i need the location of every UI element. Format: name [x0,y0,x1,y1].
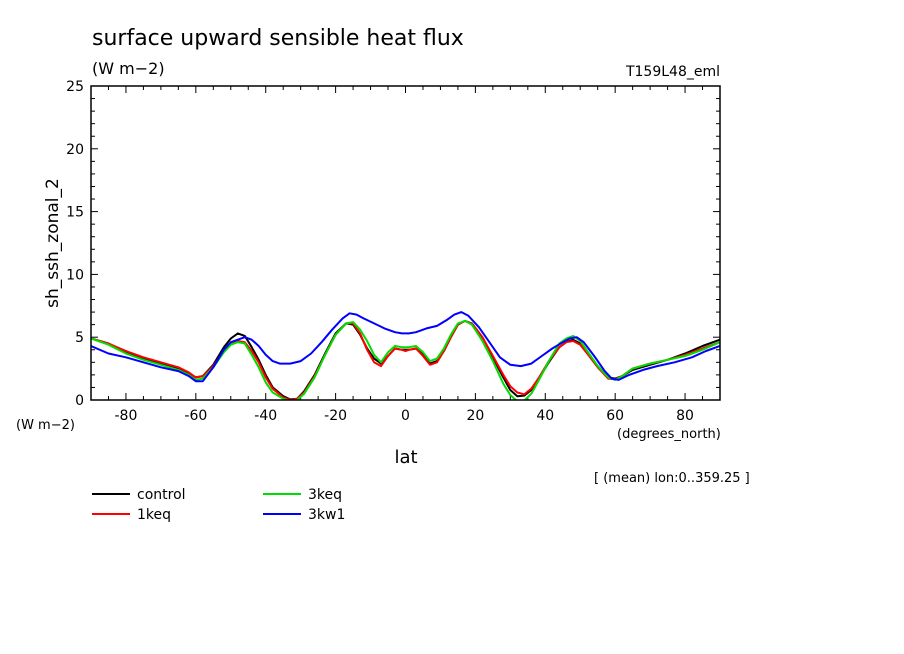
legend-label-3keq: 3keq [308,487,342,503]
x-tick-label: 0 [401,408,410,424]
y-tick-label: 25 [66,79,84,95]
y-axis-units: (W m−2) [16,418,75,433]
legend-label-1keq: 1keq [137,507,171,523]
series-line-control [91,319,720,400]
legend-label-control: control [137,487,186,503]
y-axis-label: sh_ssh_zonal_2 [43,178,63,308]
plot-frame [90,85,721,401]
axes: -80 -60 -40 -20 0 20 40 60 80 0 5 10 15 20 25 [66,79,721,424]
series-line-1keq [91,319,720,400]
plot-series [91,311,720,400]
series-line-3keq [91,319,720,400]
x-tick-label: -60 [184,408,207,424]
y-tick-label: 15 [66,205,84,221]
y-tick-label: 0 [75,393,84,409]
legend: control 1keq 3keq 3kw1 [92,487,345,523]
x-tick-label: -40 [254,408,277,424]
x-tick-label: 60 [606,408,624,424]
y-tick-label: 5 [75,330,84,346]
y-tick-label: 20 [66,142,84,158]
x-tick-label: -80 [115,408,138,424]
x-tick-label: -20 [324,408,347,424]
averaging-note: [ (mean) lon:0..359.25 ] [594,471,750,486]
x-tick-label: 80 [676,408,694,424]
chart-title: surface upward sensible heat flux [92,26,464,51]
x-tick-label: 20 [466,408,484,424]
title-units: (W m−2) [92,59,165,78]
legend-label-3kw1: 3kw1 [308,507,345,523]
x-tick-label: 40 [536,408,554,424]
x-axis-label: lat [394,447,417,468]
y-tick-label: 10 [66,267,84,283]
series-line-3kw1 [91,311,720,383]
run-label: T159L48_eml [625,64,720,80]
x-axis-units: (degrees_north) [617,427,721,442]
